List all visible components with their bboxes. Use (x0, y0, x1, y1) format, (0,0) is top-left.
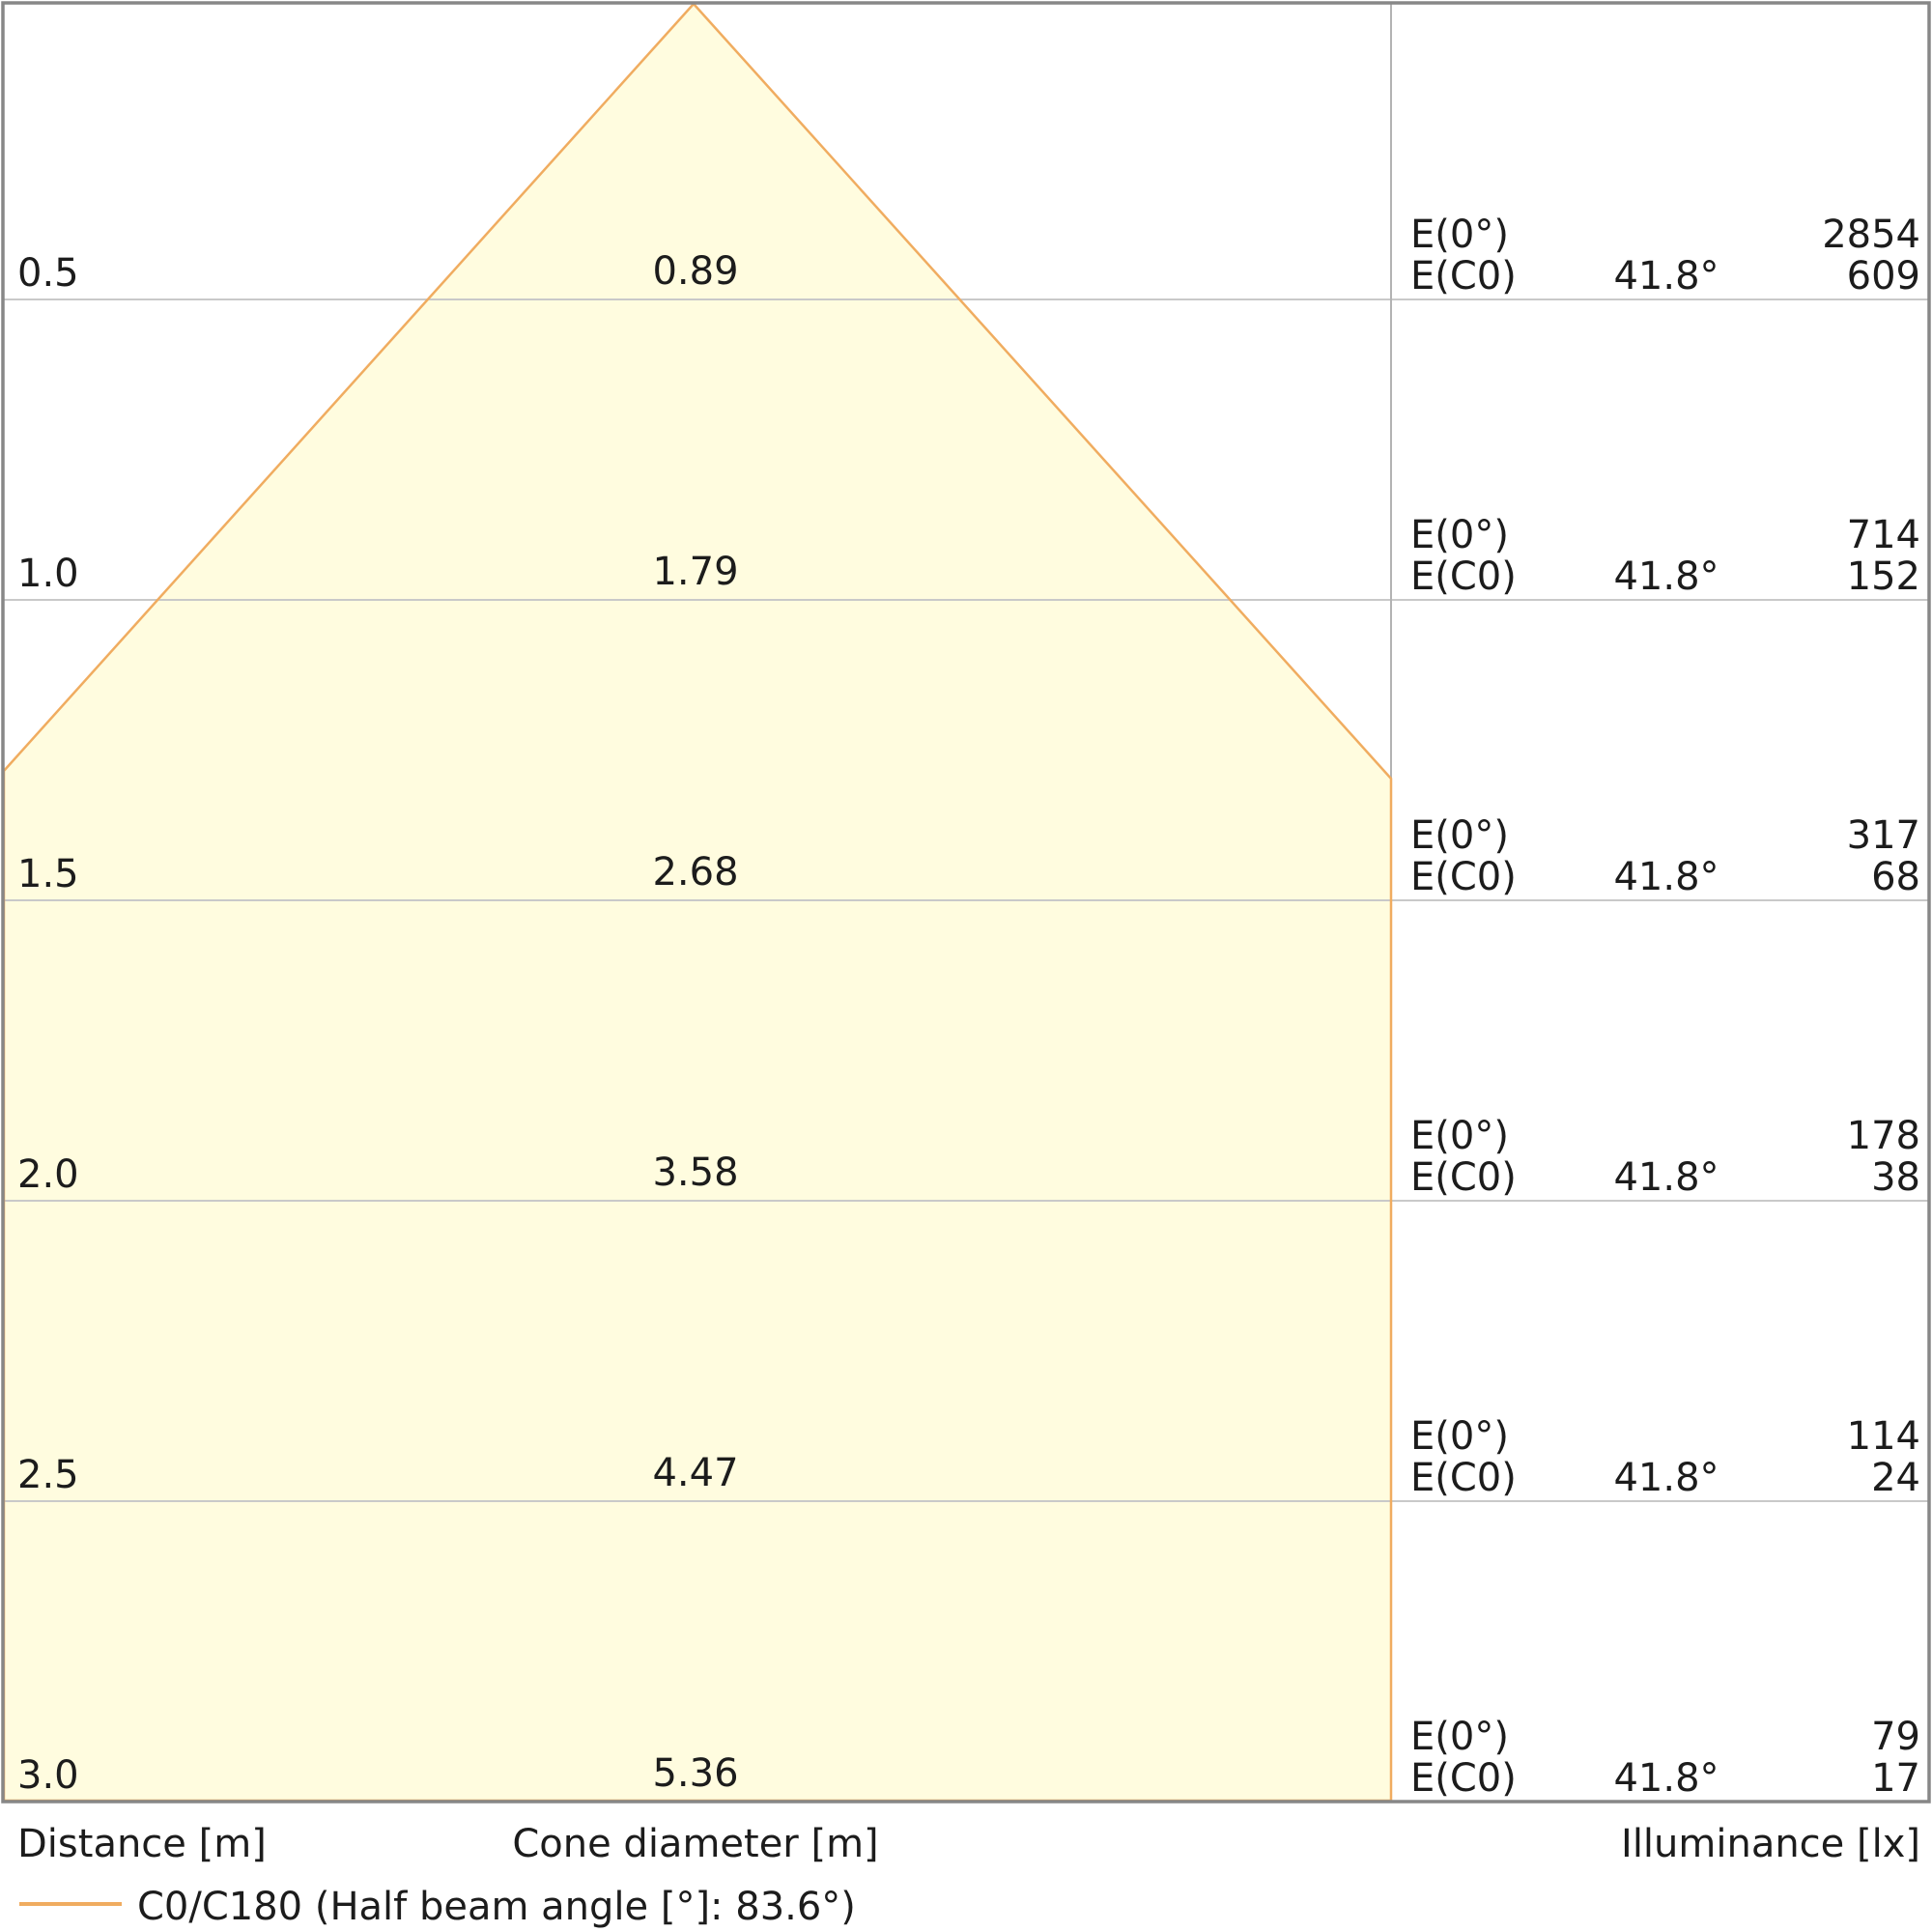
e0-illuminance-value: 714 (1846, 513, 1920, 557)
axis-label-illuminance: Illuminance [lx] (1621, 1822, 1920, 1866)
distance-label: 3.0 (17, 1753, 79, 1798)
e0-label: E(0°) (1410, 813, 1509, 858)
ec0-label: E(C0) (1410, 855, 1517, 899)
cone-diameter-value: 0.89 (652, 249, 739, 294)
ec0-label: E(C0) (1410, 1756, 1517, 1801)
ec0-illuminance-value: 17 (1871, 1756, 1920, 1801)
e0-illuminance-value: 2854 (1822, 213, 1920, 257)
cone-fill (4, 4, 1391, 1801)
e0-label: E(0°) (1410, 513, 1509, 557)
ec0-label: E(C0) (1410, 1155, 1517, 1200)
distance-label: 2.5 (17, 1453, 79, 1497)
ec0-illuminance-value: 68 (1871, 855, 1920, 899)
half-beam-angle-value: 41.8° (1613, 855, 1719, 899)
ec0-illuminance-value: 152 (1846, 554, 1920, 599)
cone-diameter-value: 2.68 (652, 850, 739, 895)
cone-diameter-value: 3.58 (652, 1151, 739, 1195)
distance-label: 1.5 (17, 852, 79, 896)
half-beam-angle-value: 41.8° (1613, 1155, 1719, 1200)
ec0-illuminance-value: 609 (1846, 254, 1920, 298)
ec0-label: E(C0) (1410, 254, 1517, 298)
e0-label: E(0°) (1410, 1114, 1509, 1158)
chart-border (1, 1, 1931, 1804)
ec0-label: E(C0) (1410, 1456, 1517, 1500)
e0-label: E(0°) (1410, 1414, 1509, 1459)
axis-label-cone-diameter: Cone diameter [m] (512, 1822, 879, 1866)
distance-label: 0.5 (17, 251, 79, 296)
e0-label: E(0°) (1410, 1715, 1509, 1759)
e0-illuminance-value: 317 (1846, 813, 1920, 858)
legend-label: C0/C180 (Half beam angle [°]: 83.6°) (137, 1885, 856, 1929)
distance-label: 1.0 (17, 552, 79, 596)
ec0-illuminance-value: 24 (1871, 1456, 1920, 1500)
e0-illuminance-value: 114 (1846, 1414, 1920, 1459)
legend-line-swatch (19, 1902, 122, 1906)
half-beam-angle-value: 41.8° (1613, 1756, 1719, 1801)
cone-diameter-value: 1.79 (652, 550, 739, 594)
half-beam-angle-value: 41.8° (1613, 254, 1719, 298)
e0-illuminance-value: 79 (1871, 1715, 1920, 1759)
cone-diameter-value: 5.36 (652, 1751, 739, 1796)
distance-label: 2.0 (17, 1152, 79, 1197)
ec0-illuminance-value: 38 (1871, 1155, 1920, 1200)
e0-illuminance-value: 178 (1846, 1114, 1920, 1158)
ec0-label: E(C0) (1410, 554, 1517, 599)
half-beam-angle-value: 41.8° (1613, 554, 1719, 599)
cone-diameter-value: 4.47 (652, 1451, 739, 1495)
e0-label: E(0°) (1410, 213, 1509, 257)
axis-label-distance: Distance [m] (17, 1822, 267, 1866)
half-beam-angle-value: 41.8° (1613, 1456, 1719, 1500)
